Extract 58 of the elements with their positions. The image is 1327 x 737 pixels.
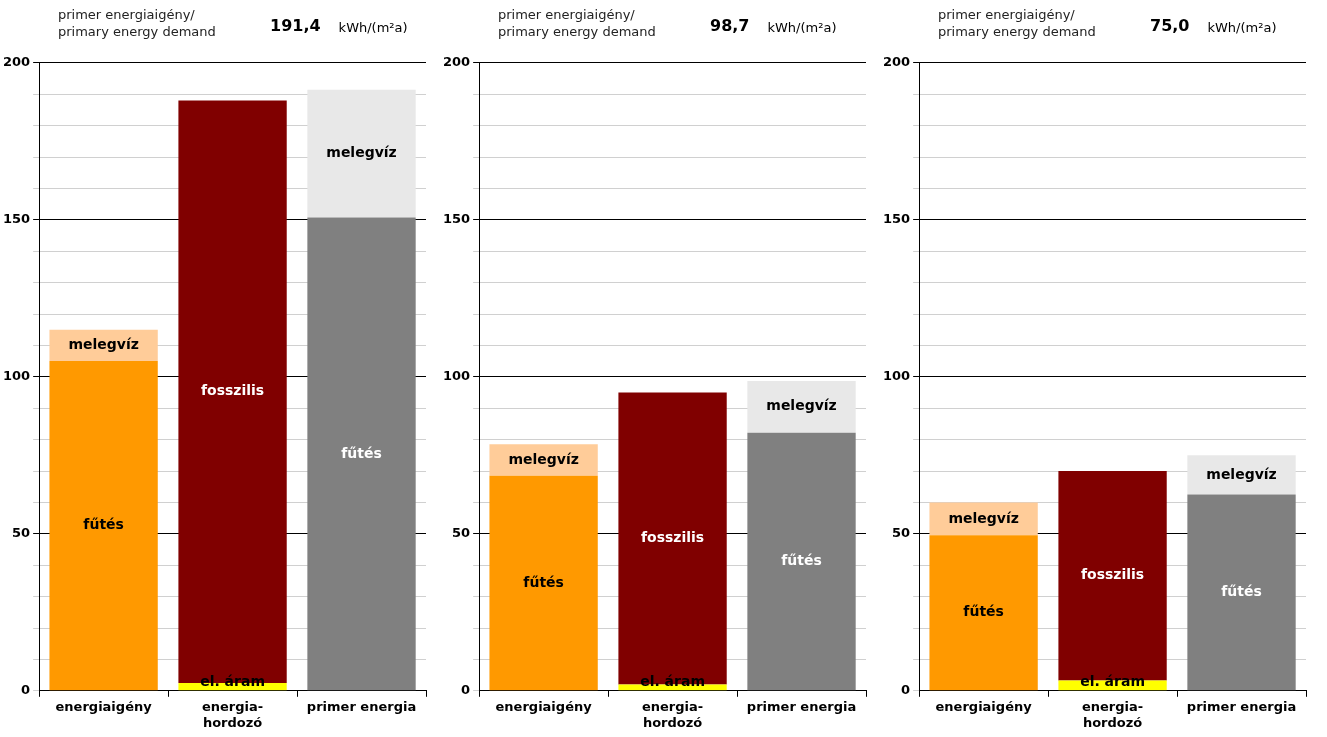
x-tick-label: energiaigény <box>935 698 1033 714</box>
data-label: melegvíz <box>326 144 397 161</box>
y-tick-label: 200 <box>3 54 31 70</box>
chart-title: primer energiaigény/ primary energy demand <box>938 6 1097 40</box>
bar <box>1187 494 1296 691</box>
data-label: fűtés <box>83 516 124 533</box>
x-tick-label: energia-hordozó <box>201 698 264 730</box>
y-tick-label: 200 <box>443 54 471 70</box>
y-tick-label: 150 <box>883 211 911 227</box>
data-label: melegvíz <box>766 397 837 414</box>
y-tick-label: 0 <box>901 682 911 698</box>
y-tick-label: 150 <box>3 211 31 227</box>
text: 75,0 <box>1150 16 1190 35</box>
y-tick-label: 0 <box>21 682 31 698</box>
bar <box>747 380 856 433</box>
data-label: fűtés <box>963 603 1004 620</box>
bar <box>307 89 416 218</box>
bar <box>747 432 856 691</box>
y-tick-label: 0 <box>461 682 471 698</box>
y-tick-label: 50 <box>12 525 31 541</box>
x-tick-label: primer energia <box>306 698 417 714</box>
y-tick-label: 100 <box>883 368 911 384</box>
data-label: fosszilis <box>1080 566 1145 583</box>
text: 98,7 <box>710 16 750 35</box>
bar <box>489 475 598 691</box>
x-tick-label: energiaigény <box>55 698 153 714</box>
text: kWh/(m²a) <box>1207 20 1277 35</box>
text: 191,4 <box>270 16 321 35</box>
bar <box>307 217 416 691</box>
text: kWh/(m²a) <box>338 20 408 35</box>
y-tick-label: 150 <box>443 211 471 227</box>
bar <box>1187 455 1296 495</box>
y-tick-label: 100 <box>3 368 31 384</box>
data-label: fűtés <box>1221 583 1262 600</box>
text: kWh/(m²a) <box>767 20 837 35</box>
chart-title: primer energiaigény/ primary energy demand <box>498 6 657 40</box>
data-label: melegvíz <box>1206 465 1277 482</box>
data-label: fűtés <box>341 444 382 461</box>
bar <box>618 392 727 685</box>
data-label: fosszilis <box>200 382 265 399</box>
y-tick-label: 200 <box>883 54 911 70</box>
y-tick-label: 100 <box>443 368 471 384</box>
x-tick-label: energia-hordozó <box>641 698 704 730</box>
data-label: melegvíz <box>508 450 579 467</box>
x-tick-label: primer energia <box>1186 698 1297 714</box>
bar <box>49 361 158 691</box>
chart-title: primer energiaigény/ primary energy demand <box>58 6 217 40</box>
data-label: fűtés <box>781 552 822 569</box>
bar <box>929 535 1038 691</box>
data-label: melegvíz <box>68 336 139 353</box>
data-label: melegvíz <box>948 509 1019 526</box>
x-tick-label: primer energia <box>746 698 857 714</box>
data-label: fosszilis <box>640 529 705 546</box>
data-label: fűtés <box>523 573 564 590</box>
y-tick-label: 50 <box>452 525 471 541</box>
x-tick-label: energiaigény <box>495 698 593 714</box>
y-tick-label: 50 <box>892 525 911 541</box>
x-tick-label: energia-hordozó <box>1081 698 1144 730</box>
